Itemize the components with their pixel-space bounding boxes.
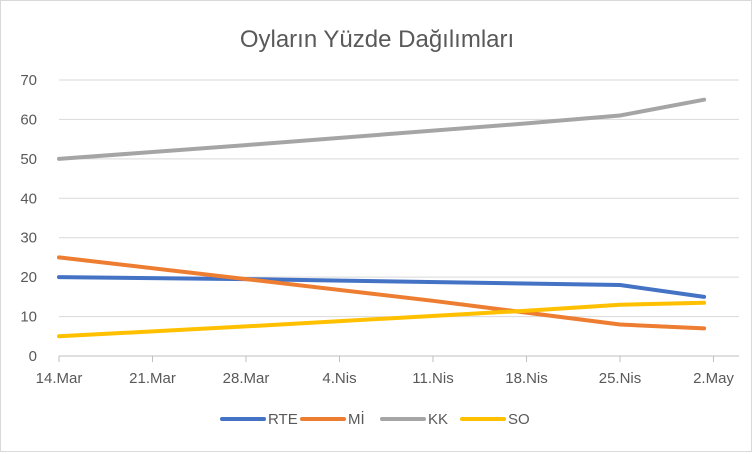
- series-line-kk: [57, 97, 707, 161]
- y-tick-label: 40: [20, 190, 37, 207]
- legend-label: KK: [428, 411, 448, 428]
- y-tick-label: 20: [20, 269, 37, 286]
- y-tick-label: 60: [20, 111, 37, 128]
- x-tick-label: 4.Nis: [322, 370, 356, 387]
- legend: RTE Mİ KK SO: [220, 410, 530, 428]
- y-tick-label: 30: [20, 230, 37, 247]
- legend-label: RTE: [268, 411, 298, 428]
- legend-label: SO: [508, 411, 530, 428]
- x-tick-label: 28.Mar: [223, 370, 270, 387]
- y-tick-label: 0: [29, 348, 37, 365]
- y-tick-label: 50: [20, 151, 37, 168]
- x-tick-label: 14.Mar: [36, 370, 83, 387]
- x-tick-label: 2.May: [693, 370, 734, 387]
- gridlines: [59, 79, 739, 357]
- series-line-rte: [57, 275, 707, 299]
- series-lines: [57, 97, 707, 339]
- y-tick-label: 70: [20, 72, 37, 89]
- y-axis: 0 10 20 30 40 50 60 70: [20, 72, 37, 365]
- x-tick-label: 18.Nis: [505, 370, 548, 387]
- series-line-mi̇: [57, 255, 707, 331]
- x-tick-label: 25.Nis: [599, 370, 642, 387]
- legend-label: Mİ: [348, 410, 365, 428]
- x-axis: 14.Mar 21.Mar 28.Mar 4.Nis 11.Nis 18.Nis 25.Ni…: [36, 356, 734, 387]
- y-tick-label: 10: [20, 309, 37, 326]
- x-tick-label: 11.Nis: [412, 370, 453, 387]
- chart-title: Oyların Yüzde Dağılımları: [240, 26, 514, 53]
- series-line-so: [57, 300, 707, 339]
- x-tick-label: 21.Mar: [129, 370, 176, 387]
